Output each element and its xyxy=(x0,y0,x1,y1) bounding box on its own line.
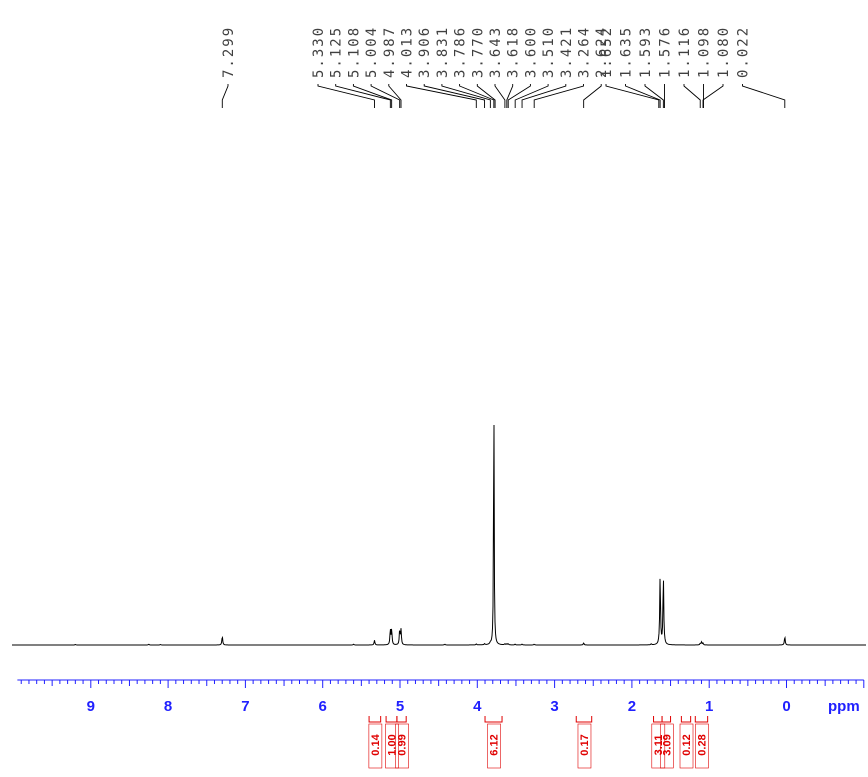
integral-value-label: 0.17 xyxy=(579,734,591,755)
tick-label-1: 1 xyxy=(705,698,713,715)
peak-leader-line xyxy=(521,84,567,108)
peak-label: 0.022 xyxy=(736,26,752,78)
peak-label: 3.421 xyxy=(559,26,575,78)
peak-label: 3.906 xyxy=(417,26,433,78)
integral-value-label: 6.12 xyxy=(489,734,501,755)
integral-layer: 0.14 1.000.99 6.12 0.17 3.113.09 0.12 0.28 xyxy=(368,716,709,769)
spectrum-trace xyxy=(12,424,866,646)
peak-leader-line xyxy=(459,84,495,108)
peak-leader-line xyxy=(625,84,661,108)
peak-label: 1.116 xyxy=(677,26,693,78)
peak-label: 5.004 xyxy=(364,26,380,78)
peak-label: 5.125 xyxy=(329,26,345,78)
integral-bracket xyxy=(653,716,663,723)
peak-label: 1.652 xyxy=(599,26,615,78)
integral-bracket xyxy=(661,716,672,723)
peak-leader-line xyxy=(352,84,393,108)
integral-value-label: 0.12 xyxy=(681,734,693,755)
peak-label: 3.831 xyxy=(435,26,451,78)
tick-label-7: 7 xyxy=(241,698,249,715)
peak-label: 2.624 xyxy=(594,26,610,78)
integral-value-label: 3.11 xyxy=(653,735,665,756)
integral-label-box xyxy=(487,723,501,769)
peak-leader-line xyxy=(370,84,401,108)
peak-label: 7.299 xyxy=(221,26,237,78)
integral-bracket xyxy=(575,716,593,723)
integral-label-box xyxy=(695,723,709,769)
peak-leader-line xyxy=(683,84,701,108)
peak-label: 3.510 xyxy=(541,26,557,78)
tick-label-2: 2 xyxy=(628,698,636,715)
peak-leader-line xyxy=(514,84,549,108)
peak-label: 3.770 xyxy=(470,26,486,78)
integral-label-box xyxy=(385,723,399,769)
peak-leader-line xyxy=(533,84,584,108)
peak-label: 1.080 xyxy=(716,26,732,78)
peak-leader-line xyxy=(494,84,506,108)
peak-label: 1.593 xyxy=(638,26,654,78)
integral-label-box xyxy=(659,723,674,769)
tick-label-6: 6 xyxy=(319,698,327,715)
integral-label-box xyxy=(368,723,383,769)
tick-label-3: 3 xyxy=(550,698,558,715)
integral-bracket xyxy=(680,716,692,723)
peak-label: 3.264 xyxy=(577,26,593,78)
peak-leader-line xyxy=(702,84,724,108)
peak-label: 1.576 xyxy=(658,26,674,78)
integral-bracket xyxy=(368,716,382,723)
peak-leader-line xyxy=(506,84,514,108)
integral-bracket xyxy=(396,716,407,723)
integral-label-box xyxy=(679,723,694,769)
tick-label-4: 4 xyxy=(473,698,482,715)
peak-label: 4.013 xyxy=(400,26,416,78)
ppm-axis-title: ppm xyxy=(828,698,860,715)
peak-label: 5.330 xyxy=(311,26,327,78)
peak-label: 1.635 xyxy=(619,26,635,78)
peak-leader-line xyxy=(583,84,602,108)
peak-label: 3.643 xyxy=(488,26,504,78)
peak-leader-line xyxy=(605,84,660,108)
peak-leader-line xyxy=(476,84,496,108)
peak-leader-line xyxy=(742,84,786,108)
peak-leader-line xyxy=(317,84,375,108)
integral-value-label: 0.14 xyxy=(370,733,382,755)
integral-bracket xyxy=(484,716,503,723)
integral-bracket xyxy=(385,716,398,723)
peak-leader-line xyxy=(644,84,664,108)
peak-label: 5.108 xyxy=(346,26,362,78)
integral-value-label: 3.09 xyxy=(661,734,673,755)
peak-leader-line xyxy=(441,84,491,108)
integral-value-label: 0.99 xyxy=(397,734,409,755)
integral-label-box xyxy=(651,723,666,769)
integral-label-box xyxy=(395,723,409,769)
peak-leader-line xyxy=(423,84,486,108)
peak-label: 4.987 xyxy=(382,26,398,78)
peak-leader-line xyxy=(388,84,402,108)
peak-label: 3.600 xyxy=(523,26,539,78)
peak-label: 3.618 xyxy=(506,26,522,78)
tick-label-0: 0 xyxy=(782,698,790,715)
tick-label-9: 9 xyxy=(87,698,95,715)
integral-bracket xyxy=(694,716,709,723)
spectrum-layer xyxy=(12,424,866,646)
peak-label-layer: 7.299 5.330 5.125 5.108 5.004 4.987 4.013 3.906… xyxy=(221,26,786,108)
peak-label: 1.098 xyxy=(697,26,713,78)
peak-label: 3.786 xyxy=(453,26,469,78)
peak-leader-line xyxy=(406,84,477,108)
integral-value-label: 0.28 xyxy=(696,734,708,755)
peak-leader-line xyxy=(335,84,391,108)
peak-leader-line xyxy=(221,84,229,108)
tick-label-5: 5 xyxy=(396,698,404,715)
tick-label-8: 8 xyxy=(164,698,172,715)
integral-label-box xyxy=(577,723,592,769)
peak-leader-line xyxy=(507,84,531,108)
ppm-axis: 9 8 7 6 5 4 3 2 1 0 xyxy=(17,679,865,715)
